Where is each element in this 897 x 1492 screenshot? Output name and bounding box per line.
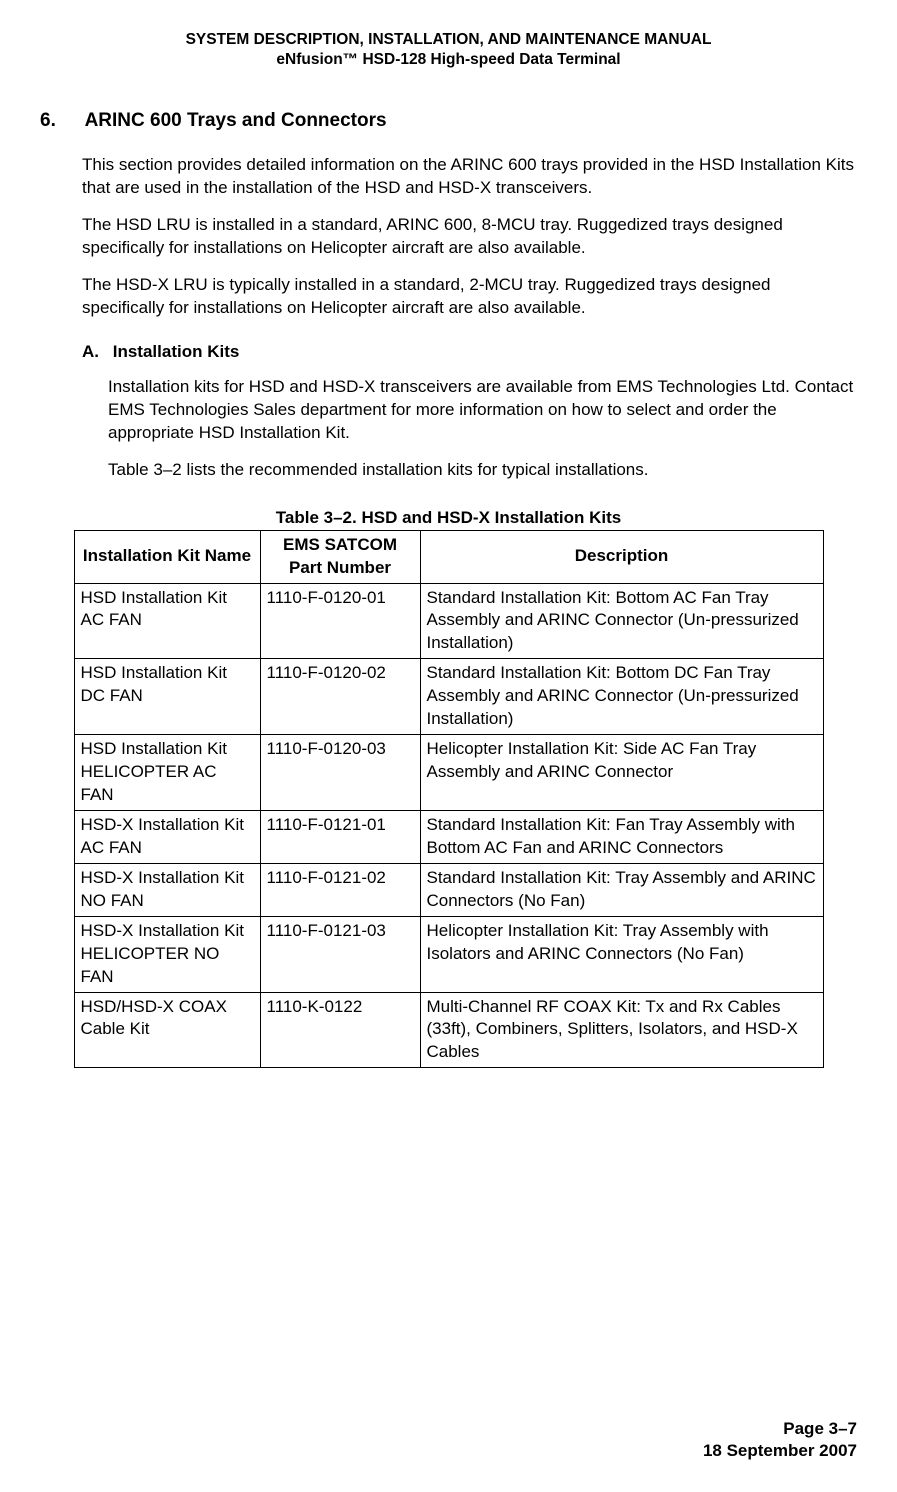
table-cell: 1110-F-0121-01	[260, 810, 420, 863]
table-cell: 1110-F-0120-01	[260, 583, 420, 659]
table-cell: HSD-X Installation Kit NO FAN	[74, 863, 260, 916]
section-number: 6.	[40, 110, 80, 132]
section-paragraph: The HSD LRU is installed in a standard, …	[82, 214, 857, 260]
table-cell: 1110-F-0121-02	[260, 863, 420, 916]
document-header: SYSTEM DESCRIPTION, INSTALLATION, AND MA…	[40, 30, 857, 70]
table-cell: HSD-X Installation Kit HELICOPTER NO FAN	[74, 916, 260, 992]
table-row: HSD-X Installation Kit AC FAN 1110-F-012…	[74, 810, 823, 863]
table-header-cell: Description	[420, 530, 823, 583]
section-title: ARINC 600 Trays and Connectors	[85, 110, 387, 131]
table-cell: HSD Installation Kit HELICOPTER AC FAN	[74, 735, 260, 811]
table-cell: 1110-F-0120-02	[260, 659, 420, 735]
table-row: HSD-X Installation Kit HELICOPTER NO FAN…	[74, 916, 823, 992]
table-row: HSD/HSD-X COAX Cable Kit 1110-K-0122 Mul…	[74, 992, 823, 1068]
table-cell: 1110-K-0122	[260, 992, 420, 1068]
table-cell: Multi-Channel RF COAX Kit: Tx and Rx Cab…	[420, 992, 823, 1068]
table-cell: Helicopter Installation Kit: Tray Assemb…	[420, 916, 823, 992]
subsection-title: Installation Kits	[113, 342, 240, 361]
table-row: HSD Installation Kit HELICOPTER AC FAN 1…	[74, 735, 823, 811]
table-cell: 1110-F-0120-03	[260, 735, 420, 811]
subsection-paragraph: Installation kits for HSD and HSD-X tran…	[108, 376, 857, 445]
table-cell: 1110-F-0121-03	[260, 916, 420, 992]
table-row: HSD Installation Kit DC FAN 1110-F-0120-…	[74, 659, 823, 735]
table-cell: HSD Installation Kit AC FAN	[74, 583, 260, 659]
table-row: HSD-X Installation Kit NO FAN 1110-F-012…	[74, 863, 823, 916]
table-header-cell: EMS SATCOM Part Number	[260, 530, 420, 583]
footer-page-number: Page 3–7	[703, 1418, 857, 1440]
table-cell: HSD-X Installation Kit AC FAN	[74, 810, 260, 863]
section-heading: 6. ARINC 600 Trays and Connectors	[40, 110, 857, 132]
footer-date: 18 September 2007	[703, 1440, 857, 1462]
table-cell: Standard Installation Kit: Fan Tray Asse…	[420, 810, 823, 863]
table-row: HSD Installation Kit AC FAN 1110-F-0120-…	[74, 583, 823, 659]
section-paragraph: This section provides detailed informati…	[82, 154, 857, 200]
header-line-2: eNfusion™ HSD-128 High-speed Data Termin…	[40, 50, 857, 70]
table-cell: HSD Installation Kit DC FAN	[74, 659, 260, 735]
table-header-row: Installation Kit Name EMS SATCOM Part Nu…	[74, 530, 823, 583]
table-cell: Standard Installation Kit: Bottom AC Fan…	[420, 583, 823, 659]
table-cell: Helicopter Installation Kit: Side AC Fan…	[420, 735, 823, 811]
table-cell: HSD/HSD-X COAX Cable Kit	[74, 992, 260, 1068]
table-caption: Table 3–2. HSD and HSD-X Installation Ki…	[40, 508, 857, 528]
installation-kits-table: Installation Kit Name EMS SATCOM Part Nu…	[74, 530, 824, 1069]
table-header-cell: Installation Kit Name	[74, 530, 260, 583]
page-footer: Page 3–7 18 September 2007	[703, 1418, 857, 1462]
table-cell: Standard Installation Kit: Tray Assembly…	[420, 863, 823, 916]
subsection-letter: A.	[82, 342, 108, 362]
subsection-paragraph: Table 3–2 lists the recommended installa…	[108, 459, 857, 482]
header-line-1: SYSTEM DESCRIPTION, INSTALLATION, AND MA…	[40, 30, 857, 50]
subsection-heading: A. Installation Kits	[82, 342, 857, 362]
table-cell: Standard Installation Kit: Bottom DC Fan…	[420, 659, 823, 735]
section-paragraph: The HSD-X LRU is typically installed in …	[82, 274, 857, 320]
